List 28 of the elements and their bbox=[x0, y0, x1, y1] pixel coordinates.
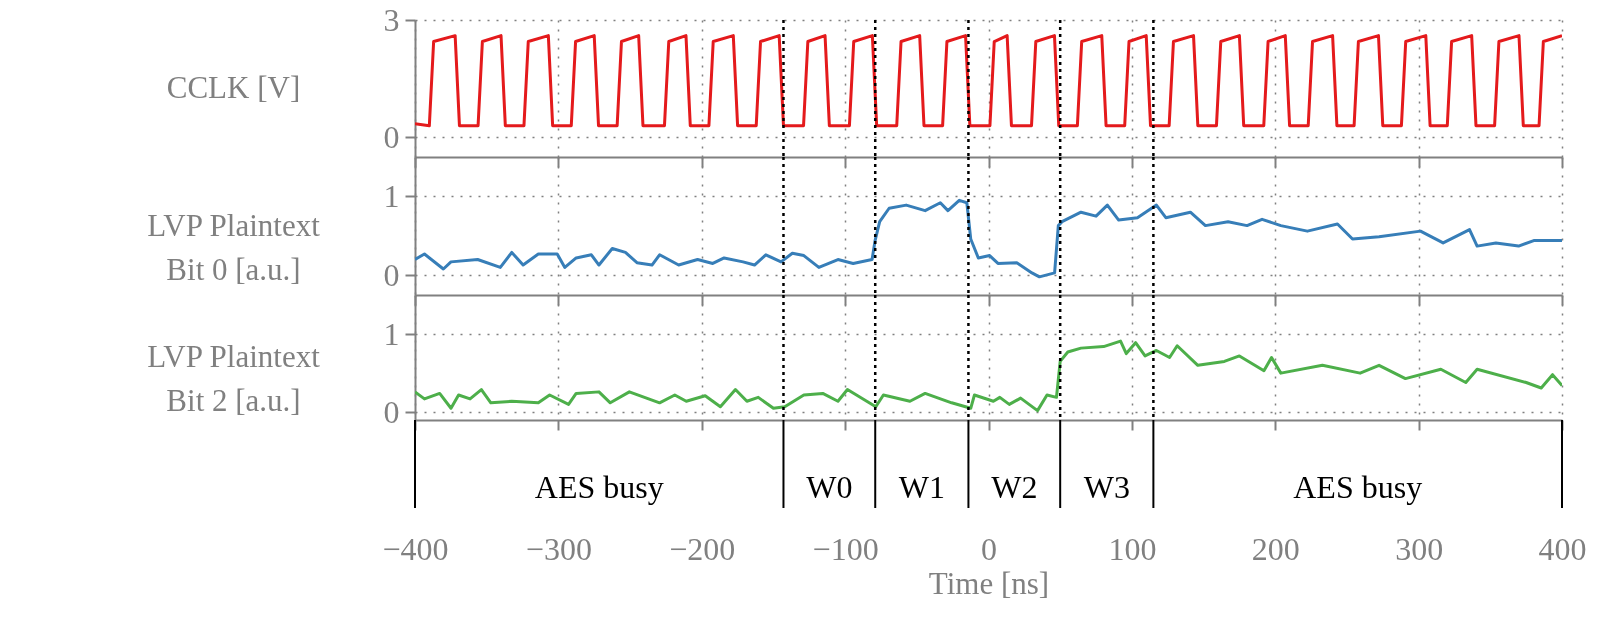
y-axis-title: LVP Plaintext Bit 0 [a.u.] bbox=[147, 207, 321, 287]
x-tick-label: 0 bbox=[981, 530, 997, 567]
x-tick-label: 400 bbox=[1538, 530, 1587, 567]
line-series bbox=[415, 198, 1562, 279]
text: W1 bbox=[898, 469, 945, 505]
y-axis-title: LVP Plaintext Bit 2 [a.u.] bbox=[147, 339, 321, 418]
y-tick-label: 0 bbox=[383, 118, 400, 155]
x-tick-label: −300 bbox=[525, 530, 592, 567]
y-tick-label: 3 bbox=[383, 1, 400, 38]
y-axis-title: CCLK [V] bbox=[166, 70, 301, 105]
x-tick-label: −200 bbox=[669, 530, 736, 567]
x-tick-label: −100 bbox=[812, 530, 879, 567]
y-tick-label: 1 bbox=[383, 177, 400, 214]
text: W2 bbox=[991, 469, 1038, 505]
x-tick-label: 100 bbox=[1108, 530, 1157, 567]
y-tick-label: 0 bbox=[383, 256, 400, 293]
x-tick-label: 200 bbox=[1251, 530, 1300, 567]
line-series bbox=[415, 339, 1562, 413]
text: AES busy bbox=[534, 469, 664, 505]
x-tick-label: −400 bbox=[382, 530, 449, 567]
text: AES busy bbox=[1293, 469, 1423, 505]
text: W0 bbox=[806, 469, 853, 505]
y-tick-label: 1 bbox=[383, 315, 400, 352]
x-axis-title: Time [ns] bbox=[928, 565, 1050, 601]
text: W3 bbox=[1083, 469, 1130, 505]
y-tick-label: 0 bbox=[383, 393, 400, 430]
x-tick-label: 300 bbox=[1395, 530, 1444, 567]
line-series bbox=[415, 34, 1562, 128]
